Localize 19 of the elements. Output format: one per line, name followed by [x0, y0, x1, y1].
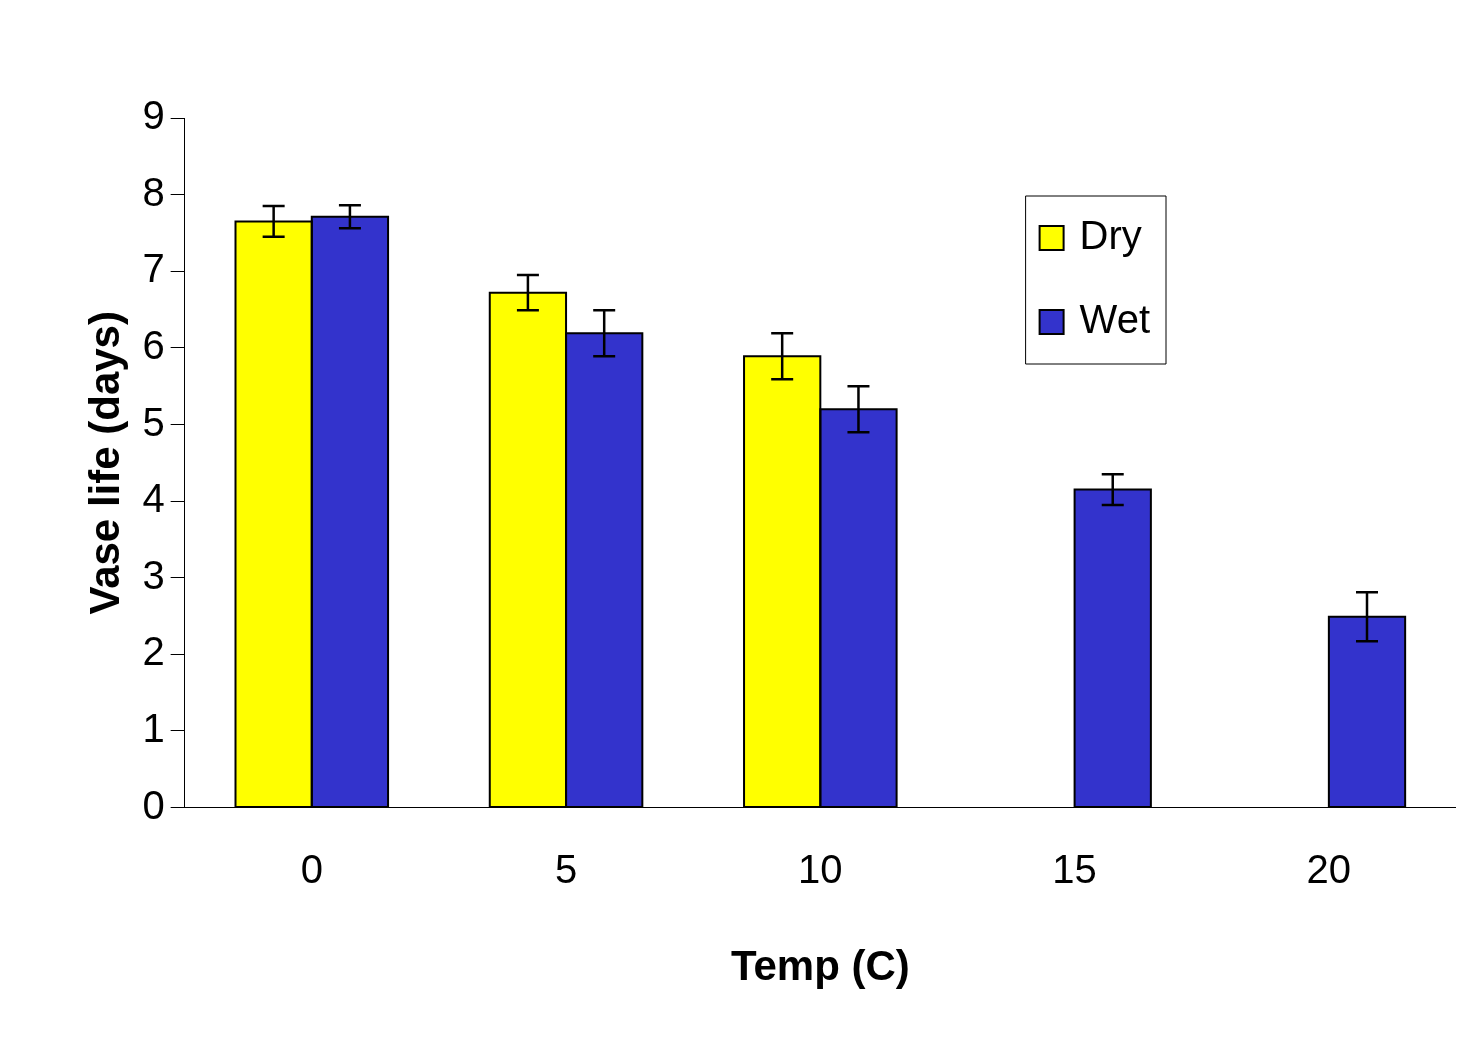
x-axis-title: Temp (C) [730, 942, 910, 990]
y-axis-title: Vase life (days) [80, 311, 128, 615]
x-tick-label: 20 [1306, 846, 1352, 891]
y-tick-label: 0 [142, 782, 165, 827]
y-tick-label: 4 [142, 476, 165, 521]
y-tick-label: 6 [142, 322, 165, 367]
y-tick-label: 9 [142, 93, 165, 138]
legend-label: Dry [1079, 213, 1142, 258]
y-tick-label: 2 [142, 629, 165, 674]
x-tick-label: 10 [798, 846, 843, 891]
y-tick-label: 3 [142, 552, 165, 597]
y-tick-label: 1 [142, 706, 165, 751]
x-tick-label: 15 [1052, 846, 1097, 891]
y-tick-label: 8 [142, 169, 165, 214]
y-tick-label: 5 [142, 399, 165, 444]
y-tick-label: 7 [142, 246, 165, 291]
x-tick-label: 5 [554, 846, 578, 891]
legend-label: Wet [1079, 297, 1150, 342]
x-tick-label: 0 [300, 846, 323, 891]
